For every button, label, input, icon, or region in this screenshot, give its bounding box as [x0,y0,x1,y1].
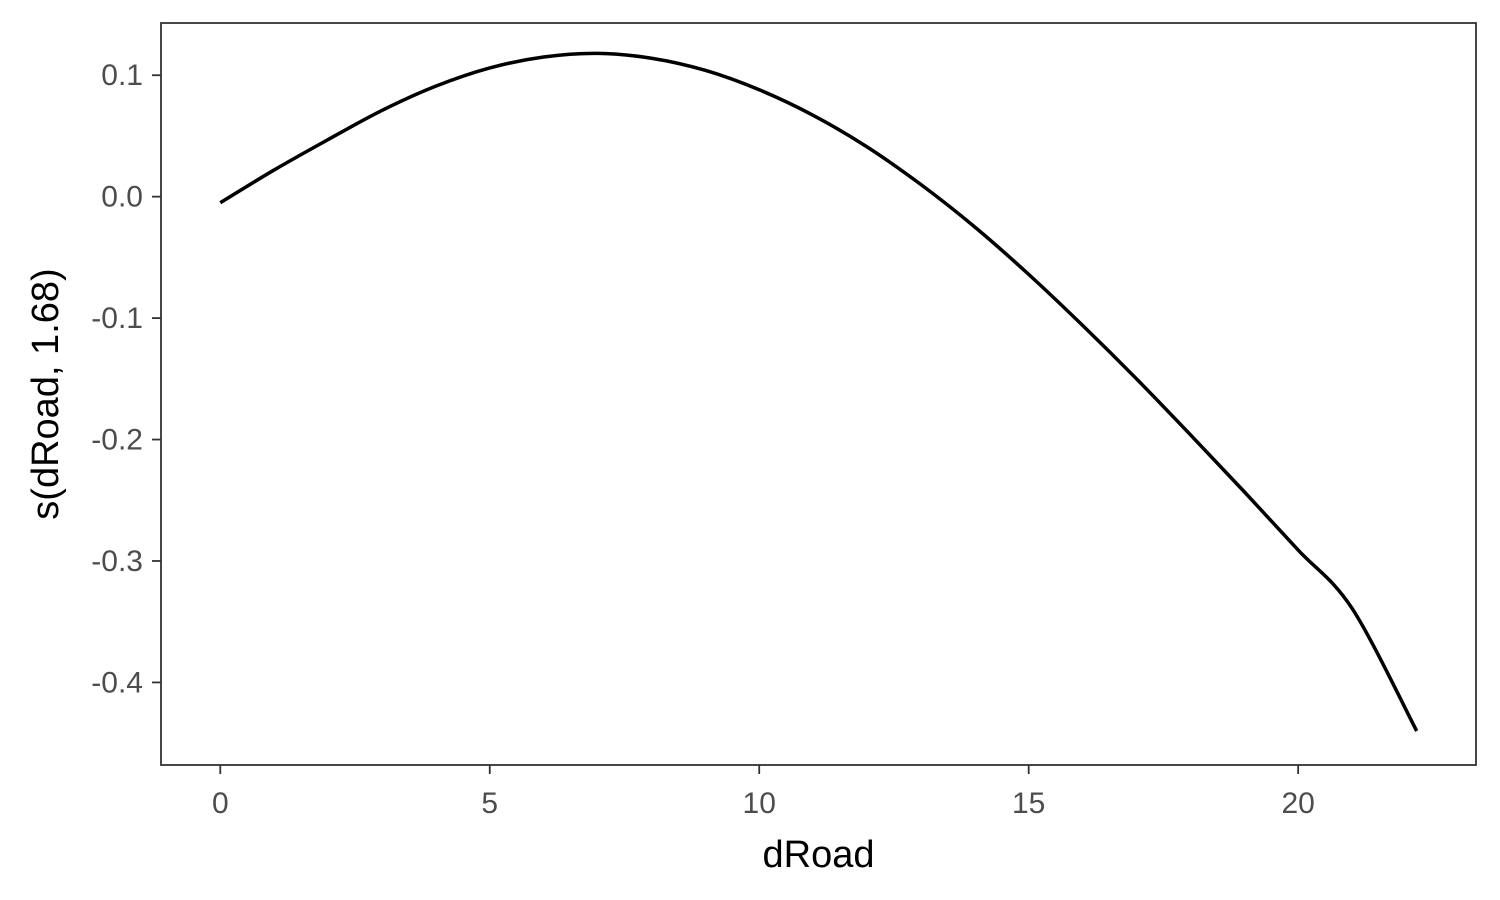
plot-background [161,23,1476,765]
series-line [219,51,1419,732]
x-tick-label: 15 [1012,787,1045,820]
y-tick-label: 0.1 [101,59,143,92]
x-tick-label: 20 [1281,787,1314,820]
plot-panel-border [160,22,1477,766]
y-axis-title: s(dRoad, 1.68) [25,268,67,519]
x-tick-label: 0 [212,787,229,820]
y-tick-label: -0.4 [91,666,143,699]
y-tick-label: -0.2 [91,424,143,457]
x-tick-label: 5 [481,787,498,820]
y-axis: -0.4 -0.3 -0.2 -0.1 0.0 0.1 [91,59,161,699]
x-tick-label: 10 [743,787,776,820]
y-tick-label: 0.0 [101,181,143,214]
x-axis-title: dRoad [763,834,875,876]
y-tick-label: -0.1 [91,302,143,335]
y-tick-label: -0.3 [91,545,143,578]
x-axis: 0 5 10 15 20 [212,765,1315,820]
